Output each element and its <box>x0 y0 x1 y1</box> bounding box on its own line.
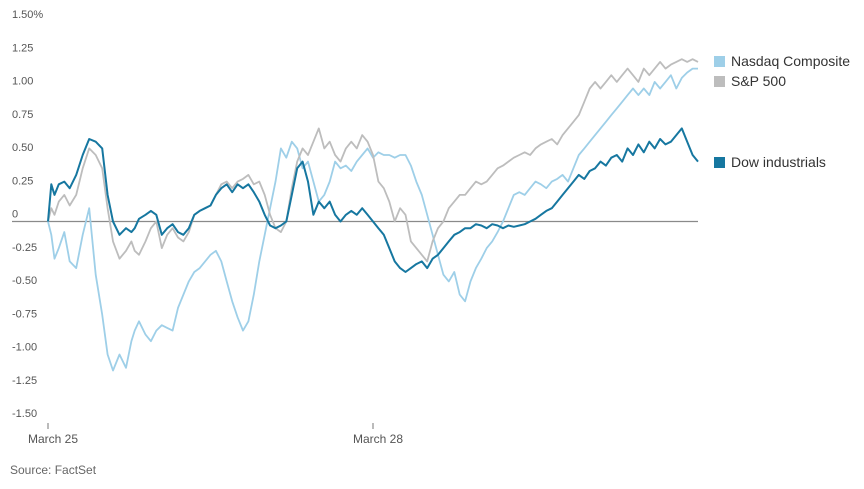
y-tick-label: -1.50 <box>12 408 37 420</box>
series-line-nasdaq-composite <box>47 67 698 372</box>
source-note: Source: FactSet <box>10 463 97 477</box>
legend-swatch <box>714 56 725 67</box>
y-tick-label: 1.25 <box>12 42 33 54</box>
y-tick-label: 0.50 <box>12 142 33 154</box>
y-tick-label: -0.75 <box>12 308 37 320</box>
legend-label: Dow industrials <box>731 154 826 170</box>
legend-label: S&P 500 <box>731 73 786 89</box>
series-line-dow-industrials <box>47 127 699 273</box>
y-tick-label: -0.25 <box>12 242 37 254</box>
y-tick-label: -1.00 <box>12 342 37 354</box>
x-tick-label: March 28 <box>353 432 403 446</box>
x-axis-ticks: March 25 March 28 <box>28 423 403 446</box>
series-layer <box>47 58 699 372</box>
y-tick-label: -1.25 <box>12 375 37 387</box>
legend-label: Nasdaq Composite <box>731 53 850 69</box>
legend: Nasdaq Composite S&P 500 Dow industrials <box>714 53 850 170</box>
y-tick-label: 0 <box>12 209 18 221</box>
legend-swatch <box>714 76 725 87</box>
x-tick-label: March 25 <box>28 432 78 446</box>
y-tick-label: 0.25 <box>12 175 33 187</box>
y-tick-label: 0.75 <box>12 109 33 121</box>
y-axis-ticks: 1.50% 1.25 1.00 0.75 0.50 0.25 0 -0.25 -0.50 -0.7… <box>12 9 43 420</box>
y-tick-label: 1.50% <box>12 9 43 21</box>
legend-swatch <box>714 157 725 168</box>
y-tick-label: -0.50 <box>12 275 37 287</box>
series-line-s-p-500 <box>47 58 699 263</box>
y-tick-label: 1.00 <box>12 76 33 88</box>
